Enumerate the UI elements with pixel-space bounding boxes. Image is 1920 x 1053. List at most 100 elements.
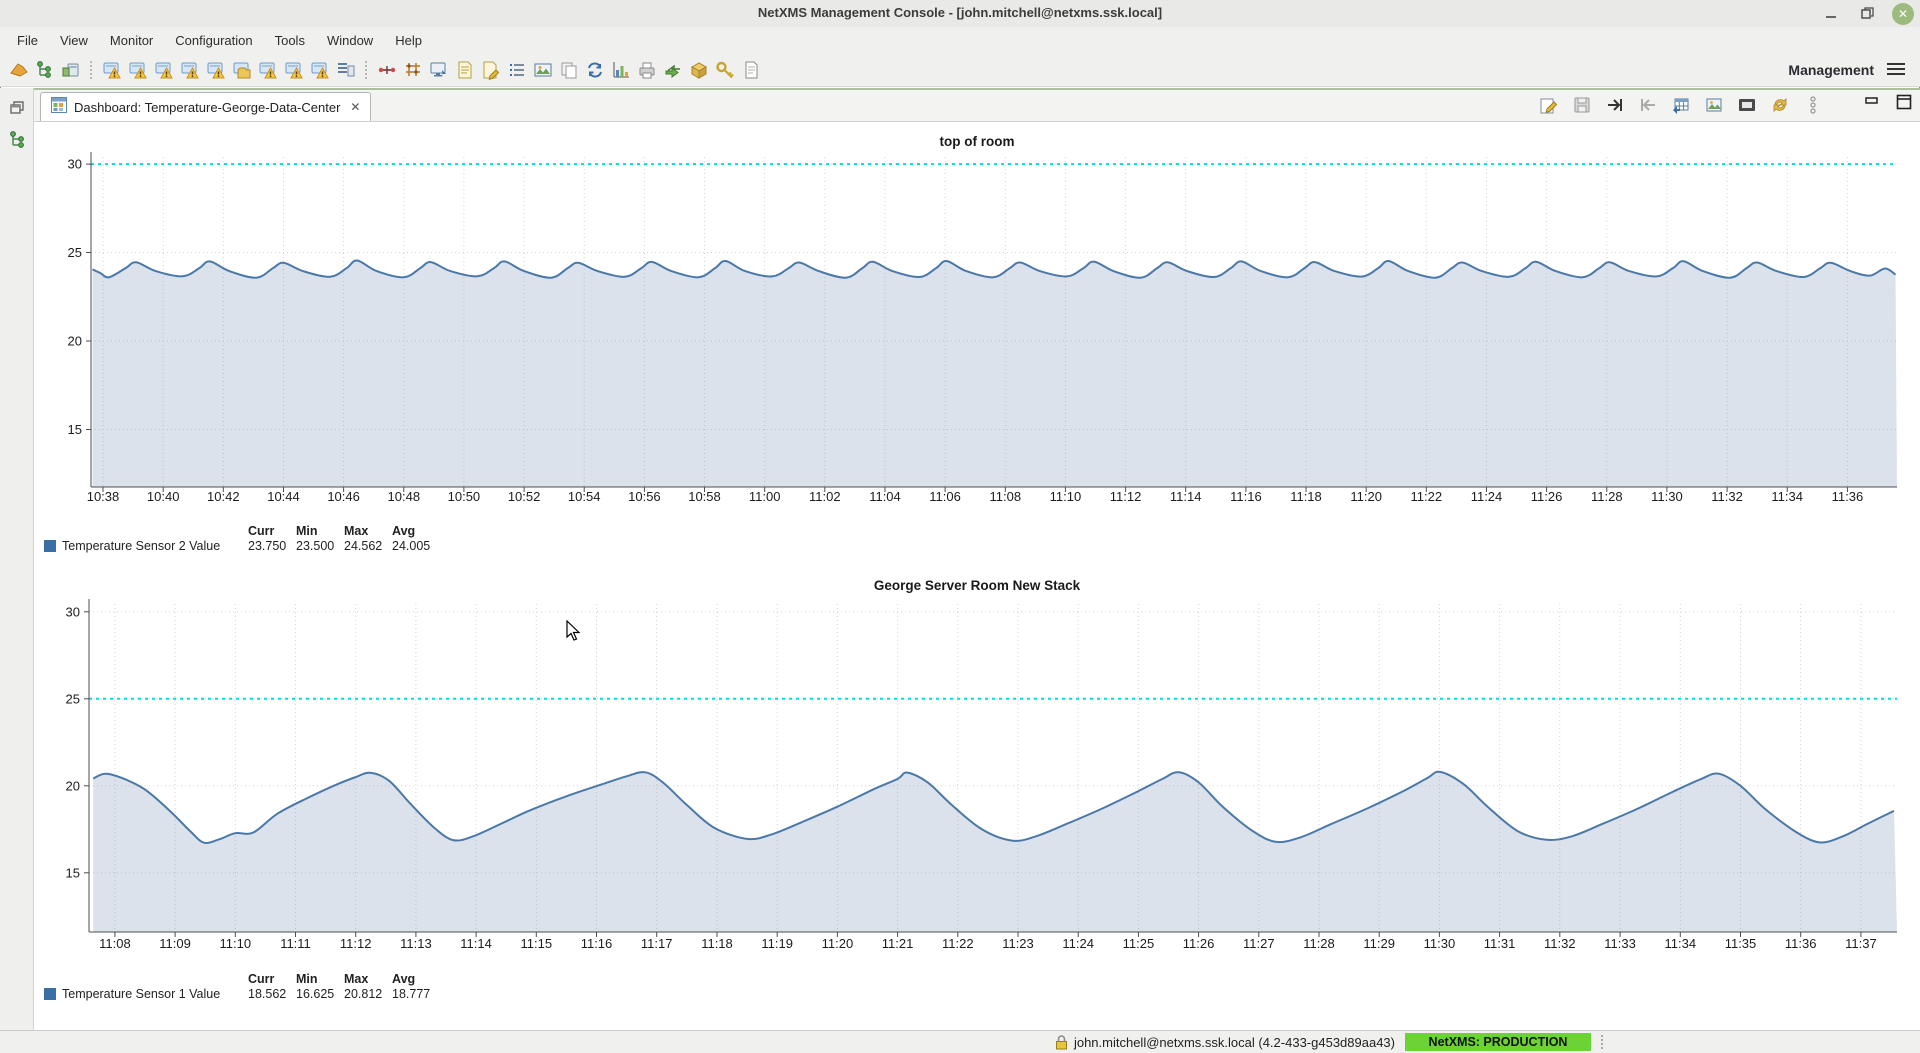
legend-max: 20.812 xyxy=(344,987,383,1001)
script-edit-icon[interactable] xyxy=(480,59,502,81)
legend-series-label: Temperature Sensor 2 Value xyxy=(62,539,221,553)
screenshot-icon[interactable] xyxy=(1703,94,1725,116)
network-grid-icon[interactable] xyxy=(402,59,424,81)
document-icon[interactable] xyxy=(740,59,762,81)
svg-text:15: 15 xyxy=(68,422,82,437)
alarm-folder-icon[interactable] xyxy=(231,59,253,81)
chart1-title: top of room xyxy=(939,134,1015,149)
perspective-management-button[interactable]: Management xyxy=(1788,62,1874,78)
server-badge: NetXMS: PRODUCTION xyxy=(1405,1033,1591,1051)
lock-icon xyxy=(1055,1034,1067,1049)
menu-view[interactable]: View xyxy=(59,32,88,48)
svg-text:11:28: 11:28 xyxy=(1303,936,1335,951)
dashboard-icon xyxy=(51,96,67,118)
report-icon[interactable] xyxy=(335,59,357,81)
object-tree-icon[interactable] xyxy=(34,59,56,81)
svg-text:11:02: 11:02 xyxy=(809,489,841,504)
series-line xyxy=(92,770,1895,844)
nav-tree-icon[interactable] xyxy=(8,130,26,148)
netxms-logo-icon[interactable] xyxy=(8,59,30,81)
menu-tools[interactable]: Tools xyxy=(274,32,305,48)
hamburger-menu-icon[interactable] xyxy=(1886,61,1906,80)
svg-text:11:14: 11:14 xyxy=(1170,489,1202,504)
svg-text:25: 25 xyxy=(68,245,82,260)
package-deploy-icon[interactable] xyxy=(662,59,684,81)
series-area xyxy=(93,771,1897,932)
event-list-icon[interactable] xyxy=(506,59,528,81)
alarm-console-icon[interactable] xyxy=(283,59,305,81)
chart2-legend: Curr Min Max Avg Temperature Sensor 1 Value 1… xyxy=(44,972,440,1001)
chart1-legend: Curr Min Max Avg Temperature Sensor 2 Value 2… xyxy=(44,524,440,553)
svg-text:11:00: 11:00 xyxy=(749,489,781,504)
menu-file[interactable]: File xyxy=(17,32,38,48)
chart2-title: George Server Room New Stack xyxy=(873,578,1081,593)
svg-text:30: 30 xyxy=(68,157,82,172)
minimize-button[interactable] xyxy=(1820,3,1842,25)
edit-icon[interactable] xyxy=(1538,94,1560,116)
pin-left-icon[interactable] xyxy=(1637,94,1659,116)
menu-configuration[interactable]: Configuration xyxy=(175,32,253,48)
alarm-console-icon[interactable] xyxy=(153,59,175,81)
menu-window[interactable]: Window xyxy=(326,32,374,48)
svg-text:11:37: 11:37 xyxy=(1845,936,1877,951)
menu-help[interactable]: Help xyxy=(395,32,422,48)
svg-text:11:26: 11:26 xyxy=(1183,936,1215,951)
alarm-console-icon[interactable] xyxy=(101,59,123,81)
chart1-area: 15 20 25 30 10:38 10:40 10:42 10:44 10:46 10:48 10… xyxy=(68,152,1897,504)
alarm-console-icon[interactable] xyxy=(257,59,279,81)
minimize-view-icon[interactable] xyxy=(1864,95,1880,114)
view-toolbar xyxy=(1538,94,1824,116)
legend-max: 24.562 xyxy=(344,539,383,553)
tab-close-icon[interactable]: ✕ xyxy=(350,100,361,114)
svg-text:11:19: 11:19 xyxy=(761,936,793,951)
script-icon[interactable] xyxy=(454,59,476,81)
dashboard-content: top of room 15 20 25 30 10:38 10:40 10:42 10:44… xyxy=(34,122,1920,1030)
title-bar: NetXMS Management Console - [john.mitche… xyxy=(0,0,1920,27)
restore-windows-icon[interactable] xyxy=(8,98,26,116)
tab-dashboard[interactable]: Dashboard: Temperature-George-Data-Cente… xyxy=(40,92,372,121)
link-nodes-icon[interactable] xyxy=(376,59,398,81)
copy-icon[interactable] xyxy=(558,59,580,81)
window-controls: ✕ xyxy=(1820,2,1914,25)
graph-icon[interactable] xyxy=(610,59,632,81)
legend-header: Max xyxy=(344,524,369,538)
handle-dots-icon[interactable] xyxy=(1802,94,1824,116)
svg-text:11:29: 11:29 xyxy=(1363,936,1395,951)
alarm-console-icon[interactable] xyxy=(309,59,331,81)
window-title: NetXMS Management Console - [john.mitche… xyxy=(757,5,1163,20)
sync-icon[interactable] xyxy=(584,59,606,81)
pin-right-icon[interactable] xyxy=(1604,94,1626,116)
svg-text:10:58: 10:58 xyxy=(688,489,721,504)
tab-bar: Dashboard: Temperature-George-Data-Cente… xyxy=(34,90,1920,122)
export-table-icon[interactable] xyxy=(1670,94,1692,116)
svg-text:10:50: 10:50 xyxy=(448,489,481,504)
printer-icon[interactable] xyxy=(636,59,658,81)
refresh-icon[interactable] xyxy=(1769,94,1791,116)
alarm-console-icon[interactable] xyxy=(205,59,227,81)
menu-monitor[interactable]: Monitor xyxy=(109,32,154,48)
monitor-export-icon[interactable] xyxy=(428,59,450,81)
svg-text:10:54: 10:54 xyxy=(568,489,601,504)
svg-text:20: 20 xyxy=(68,334,82,349)
series-line xyxy=(92,259,1897,279)
svg-text:11:22: 11:22 xyxy=(942,936,974,951)
alarm-console-icon[interactable] xyxy=(179,59,201,81)
svg-text:11:12: 11:12 xyxy=(1110,489,1142,504)
dashboard-view: Dashboard: Temperature-George-Data-Cente… xyxy=(34,88,1920,1030)
package-icon[interactable] xyxy=(688,59,710,81)
save-icon[interactable] xyxy=(1571,94,1593,116)
svg-text:11:30: 11:30 xyxy=(1651,489,1683,504)
svg-text:11:20: 11:20 xyxy=(822,936,854,951)
restore-button[interactable] xyxy=(1856,3,1878,25)
close-button[interactable]: ✕ xyxy=(1892,2,1914,25)
fullscreen-icon[interactable] xyxy=(1736,94,1758,116)
maximize-view-icon[interactable] xyxy=(1896,94,1912,115)
key-icon[interactable] xyxy=(714,59,736,81)
image-library-icon[interactable] xyxy=(532,59,554,81)
alarm-console-icon[interactable] xyxy=(127,59,149,81)
svg-text:11:33: 11:33 xyxy=(1604,936,1636,951)
open-console-icon[interactable] xyxy=(60,59,82,81)
svg-text:11:04: 11:04 xyxy=(869,489,901,504)
tab-label: Dashboard: Temperature-George-Data-Cente… xyxy=(74,99,341,115)
